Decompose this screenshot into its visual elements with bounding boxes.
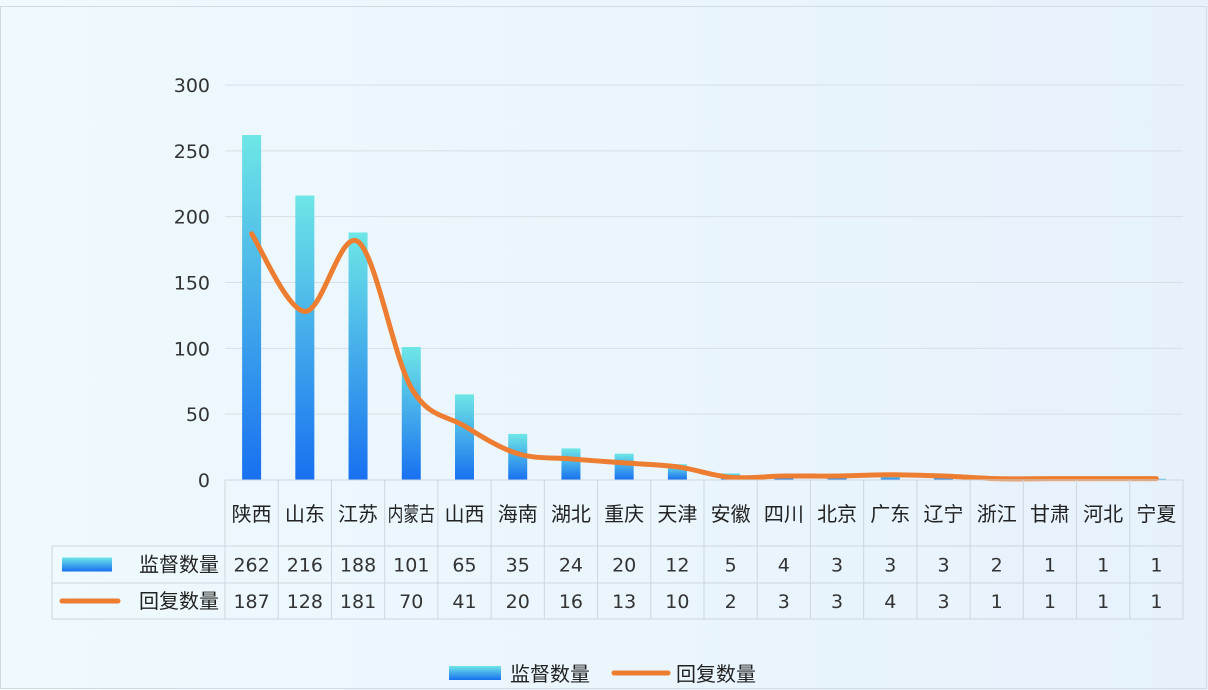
table-cell-line-13: 3 — [937, 591, 949, 613]
category-label-2: 江苏 — [338, 502, 378, 526]
category-label-9: 安徽 — [711, 502, 751, 526]
y-tick-label-5: 250 — [174, 141, 210, 163]
table-row-header-1: 回复数量 — [139, 589, 219, 613]
bar-5 — [508, 433, 528, 480]
y-tick-label-1: 50 — [186, 404, 210, 426]
table-cell-bar-9: 5 — [725, 555, 737, 577]
table-cell-line-8: 10 — [665, 591, 689, 613]
table-cell-line-17: 1 — [1150, 591, 1162, 613]
category-label-1: 山东 — [285, 502, 325, 526]
table-cell-line-10: 3 — [778, 591, 790, 613]
table-cell-line-11: 3 — [831, 591, 843, 613]
category-label-7: 重庆 — [604, 502, 644, 526]
y-tick-label-0: 0 — [198, 470, 210, 492]
table-cell-bar-6: 24 — [559, 555, 583, 577]
table-cell-line-3: 70 — [399, 591, 423, 613]
table-cell-line-0: 187 — [233, 591, 269, 613]
category-label-8: 天津 — [657, 502, 697, 526]
table-cell-bar-16: 1 — [1097, 555, 1109, 577]
category-label-6: 湖北 — [551, 502, 591, 526]
category-label-16: 河北 — [1083, 502, 1123, 526]
table-cell-line-7: 13 — [612, 591, 636, 613]
table-cell-bar-5: 35 — [506, 555, 530, 577]
gridlines — [225, 84, 1183, 481]
bar-2 — [348, 232, 368, 480]
legend-label-0: 监督数量 — [510, 662, 590, 686]
table-cell-bar-10: 4 — [778, 555, 790, 577]
table-cell-line-9: 2 — [725, 591, 737, 613]
table-cell-bar-2: 188 — [340, 555, 376, 577]
table-cell-bar-12: 3 — [884, 555, 896, 577]
table-cell-line-2: 181 — [340, 591, 376, 613]
bar-7 — [614, 453, 634, 480]
category-label-0: 陕西 — [232, 502, 272, 526]
table-cell-bar-3: 101 — [393, 555, 429, 577]
legend: 监督数量 回复数量 — [449, 662, 756, 686]
table-cell-bar-13: 3 — [937, 555, 949, 577]
y-tick-label-2: 100 — [174, 338, 210, 360]
y-tick-label-3: 150 — [174, 273, 210, 295]
table-cell-line-1: 128 — [287, 591, 323, 613]
legend-label-1: 回复数量 — [676, 662, 756, 686]
category-label-4: 山西 — [445, 502, 485, 526]
table-cell-line-15: 1 — [1044, 591, 1056, 613]
table-cell-bar-7: 20 — [612, 555, 636, 577]
bar-6 — [561, 448, 581, 480]
table-row-header-0: 监督数量 — [139, 553, 219, 577]
table-cell-bar-14: 2 — [991, 555, 1003, 577]
category-label-10: 四川 — [764, 502, 804, 526]
table-cell-line-4: 41 — [452, 591, 476, 613]
table-cell-bar-4: 65 — [452, 555, 476, 577]
table-cell-line-5: 20 — [506, 591, 530, 613]
table-cell-bar-8: 12 — [665, 555, 689, 577]
y-axis: 0 50 100 150 200 250 300 — [174, 75, 210, 492]
bar-12 — [880, 476, 900, 480]
table-cell-line-14: 1 — [991, 591, 1003, 613]
bar-1 — [295, 195, 315, 480]
table-cell-bar-1: 216 — [287, 555, 323, 577]
table-cell-line-6: 16 — [559, 591, 583, 613]
y-tick-label-4: 200 — [174, 207, 210, 229]
category-label-12: 广东 — [870, 502, 910, 526]
bar-series — [242, 135, 1166, 481]
category-label-15: 甘肃 — [1030, 502, 1070, 526]
category-label-14: 浙江 — [977, 502, 1017, 526]
category-label-11: 北京 — [817, 502, 857, 526]
table-cell-bar-0: 262 — [233, 555, 269, 577]
table-cell-bar-17: 1 — [1150, 555, 1162, 577]
x-axis-categories: 陕西 山东 江苏 内蒙古 山西 海南 湖北 重庆 天津 安徽 四川 北京 广东 辽宁 浙江 甘肃 河北 宁夏 — [232, 502, 1177, 526]
bar-0 — [242, 135, 262, 481]
category-label-17: 宁夏 — [1136, 502, 1176, 526]
category-label-5: 海南 — [498, 502, 538, 526]
chart-border — [0, 6, 1207, 689]
table-cell-line-12: 4 — [884, 591, 896, 613]
category-label-13: 辽宁 — [924, 502, 964, 526]
table-key-bar — [62, 557, 112, 572]
table-cell-bar-15: 1 — [1044, 555, 1056, 577]
y-tick-label-6: 300 — [174, 75, 210, 97]
line-series — [249, 231, 1159, 482]
table-cell-bar-11: 3 — [831, 555, 843, 577]
bar-4 — [455, 394, 474, 480]
legend-key-bar — [449, 666, 501, 680]
table-cell-line-16: 1 — [1097, 591, 1109, 613]
line-path-0 — [249, 231, 1159, 482]
category-label-3: 内蒙古 — [388, 502, 435, 526]
